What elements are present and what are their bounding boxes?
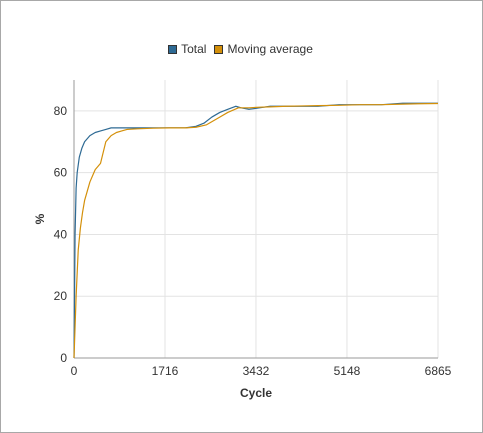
y-tick-label: 0 bbox=[60, 351, 67, 365]
x-tick-label: 0 bbox=[71, 364, 78, 378]
x-tick-label: 6865 bbox=[425, 364, 452, 378]
y-tick-label: 20 bbox=[54, 289, 68, 303]
y-tick-label: 80 bbox=[54, 104, 68, 118]
x-tick-label: 5148 bbox=[334, 364, 361, 378]
x-tick-label: 3432 bbox=[243, 364, 270, 378]
x-tick-label: 1716 bbox=[152, 364, 179, 378]
y-axis-title: % bbox=[33, 213, 47, 224]
x-axis-title: Cycle bbox=[240, 386, 272, 400]
y-tick-label: 60 bbox=[54, 166, 68, 180]
y-tick-label: 40 bbox=[54, 227, 68, 241]
